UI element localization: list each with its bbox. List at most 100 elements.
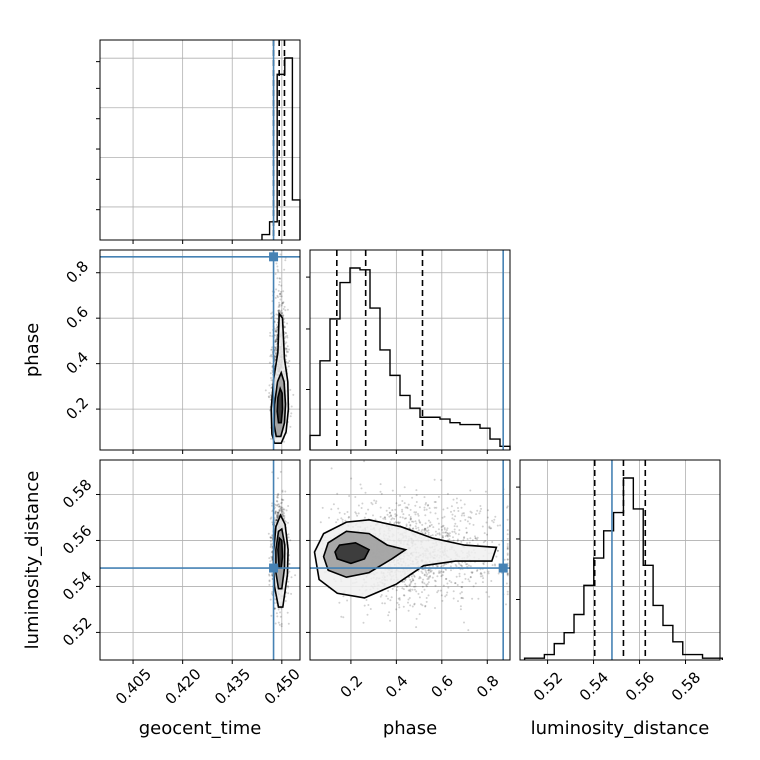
scatter-point [420, 530, 423, 533]
scatter-point [415, 494, 418, 497]
scatter-point [387, 590, 390, 592]
scatter-point [443, 515, 446, 518]
scatter-point [474, 582, 477, 585]
scatter-point [481, 581, 484, 584]
scatter-point [427, 531, 430, 534]
scatter-point [363, 460, 366, 463]
scatter-point [459, 592, 462, 595]
scatter-point [279, 507, 282, 510]
scatter-point [409, 508, 412, 511]
scatter-point [274, 329, 277, 332]
scatter-point [276, 338, 278, 341]
scatter-point [288, 563, 291, 565]
scatter-point [269, 331, 272, 334]
scatter-point [267, 395, 270, 398]
scatter-point [275, 313, 278, 316]
scatter-point [275, 330, 278, 333]
scatter-point [476, 569, 479, 571]
scatter-point [273, 334, 276, 337]
scatter-point [330, 508, 333, 511]
scatter-point [273, 348, 276, 351]
scatter-point [275, 288, 278, 291]
scatter-point [459, 605, 462, 608]
scatter-point [292, 393, 295, 396]
scatter-point [425, 571, 428, 574]
scatter-point [267, 532, 270, 535]
scatter-point [286, 334, 289, 337]
scatter-point [459, 499, 462, 502]
scatter-point [436, 532, 439, 535]
scatter-point [283, 321, 286, 324]
scatter-point [361, 502, 364, 505]
scatter-point [454, 582, 457, 585]
scatter-point [433, 506, 436, 509]
scatter-point [279, 615, 282, 618]
scatter-point [285, 347, 288, 350]
scatter-point [424, 529, 427, 532]
scatter-point [425, 597, 428, 599]
scatter-point [407, 609, 410, 612]
scatter-point [439, 589, 442, 592]
scatter-point [476, 538, 478, 541]
scatter-point [394, 521, 397, 524]
scatter-point [270, 355, 273, 358]
scatter-point [274, 340, 277, 343]
scatter-point [280, 295, 283, 298]
scatter-point [287, 505, 290, 507]
scatter-point [429, 511, 432, 514]
scatter-point [277, 289, 280, 292]
scatter-point [284, 331, 287, 334]
scatter-point [405, 523, 408, 526]
scatter-point [270, 614, 273, 617]
y-tick-label: 0.8 [62, 257, 92, 287]
scatter-point [336, 492, 339, 495]
scatter-point [338, 511, 341, 514]
scatter-point [277, 503, 280, 506]
scatter-point [375, 500, 378, 503]
scatter-point [414, 513, 417, 516]
scatter-point [268, 557, 271, 560]
scatter-point [446, 591, 449, 594]
scatter-point [287, 361, 289, 364]
y-axis-label-luminosity_distance: luminosity_distance [22, 471, 43, 650]
scatter-point [275, 346, 277, 349]
scatter-point [411, 588, 414, 591]
scatter-point [270, 437, 273, 440]
scatter-point [427, 533, 430, 536]
scatter-point [506, 543, 509, 545]
scatter-point [275, 343, 278, 346]
scatter-point [366, 613, 369, 616]
scatter-point [321, 506, 324, 509]
scatter-point [269, 394, 272, 397]
scatter-point [274, 349, 277, 352]
scatter-point [441, 534, 444, 537]
scatter-point [286, 611, 289, 614]
scatter-point [454, 522, 457, 525]
scatter-point [274, 340, 277, 343]
scatter-point [365, 512, 367, 515]
scatter-point [268, 392, 271, 394]
scatter-point [442, 584, 445, 587]
scatter-point [279, 311, 282, 314]
scatter-point [369, 608, 372, 610]
scatter-point [460, 506, 463, 509]
scatter-point [281, 311, 284, 314]
x-tick-label: 0.58 [668, 668, 704, 704]
scatter-point [402, 588, 405, 591]
scatter-point [459, 608, 462, 611]
scatter-point [391, 587, 394, 590]
scatter-point [354, 496, 357, 498]
scatter-point [286, 322, 289, 325]
scatter-point [496, 524, 499, 527]
scatter-luminosity_distance_vs_phase [313, 460, 509, 632]
scatter-point [448, 538, 451, 541]
scatter-point [283, 508, 286, 511]
grid-0-0 [100, 40, 300, 240]
scatter-point [486, 533, 488, 536]
scatter-point [287, 365, 290, 368]
y-tick-label: 0.58 [59, 476, 95, 512]
scatter-point [427, 594, 430, 597]
scatter-point [283, 517, 286, 520]
scatter-point [461, 581, 464, 584]
scatter-point [278, 293, 281, 296]
